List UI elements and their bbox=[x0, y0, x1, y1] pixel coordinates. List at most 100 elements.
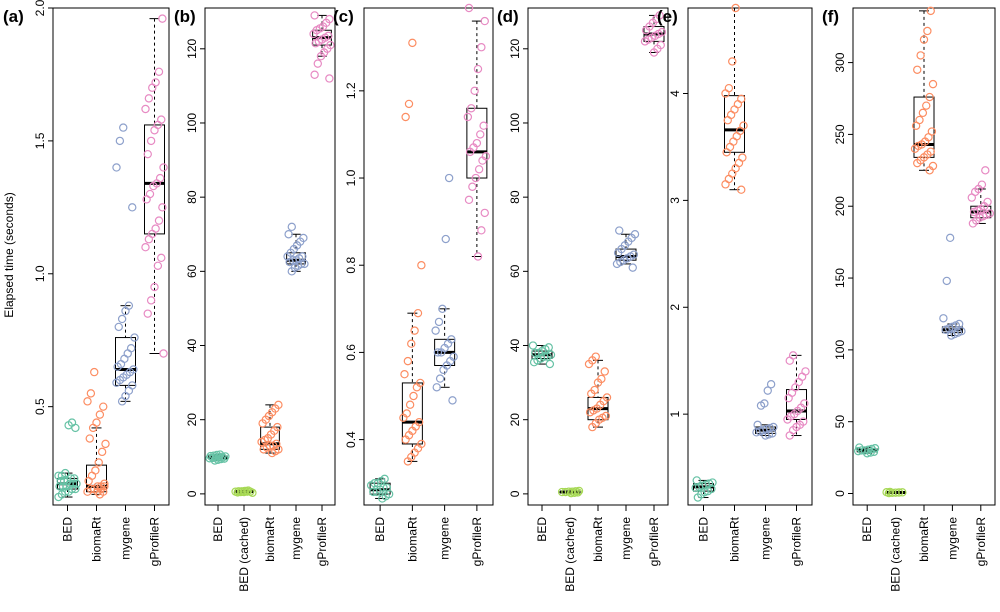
panel-2-gprofiler-point bbox=[325, 74, 334, 83]
panel-5-bed-point bbox=[692, 476, 701, 485]
panel-4-ytick-label: 20 bbox=[508, 413, 522, 427]
panel-4-bed-point bbox=[545, 359, 555, 369]
panel-4-gprofiler-point bbox=[656, 40, 665, 50]
panel-4-biomart-point bbox=[602, 393, 612, 402]
panel-3-frame bbox=[363, 7, 494, 506]
panel-1-biomart-point bbox=[95, 410, 105, 419]
panel-5-category-gprofiler: gProfileR bbox=[790, 517, 804, 567]
panel-4-biomart-point bbox=[600, 367, 609, 376]
panel-1-mygene-point bbox=[128, 203, 137, 212]
panel-3-category-biomart: biomaRt bbox=[405, 516, 419, 561]
panel-5-category-bed: BED bbox=[697, 517, 711, 542]
panel-3-ytick-label: 1.2 bbox=[344, 82, 358, 99]
panel-1-mygene-point bbox=[128, 381, 137, 390]
panel-3-gprofiler-point bbox=[476, 130, 485, 139]
panel-6-gprofiler-point bbox=[983, 197, 992, 207]
panel-5-gprofiler-point bbox=[800, 399, 809, 408]
panel-1-biomart-point bbox=[101, 439, 110, 449]
panel-5-biomart-point bbox=[729, 137, 738, 146]
panel-2-biomart-point bbox=[274, 400, 283, 410]
panel-2-mygene-point bbox=[300, 259, 309, 269]
y-axis-label: Elapsed time (seconds) bbox=[2, 192, 16, 317]
panel-5-biomart-point bbox=[724, 83, 734, 93]
panel-3-biomart-point bbox=[417, 261, 426, 270]
panel-1-gprofiler-point bbox=[151, 224, 160, 233]
panel-6-biomart-point bbox=[928, 161, 938, 171]
panel-5-biomart-point bbox=[732, 132, 741, 141]
panel-1-gprofiler-point bbox=[141, 242, 150, 252]
panel-1-gprofiler-point bbox=[141, 104, 150, 114]
panel-5-ytick-label: 1 bbox=[668, 410, 682, 417]
panel-3-biomart-point bbox=[408, 38, 417, 48]
panel-3-ytick-label: 0.6 bbox=[344, 344, 358, 361]
panel-4-category-gprofiler: gProfileR bbox=[647, 517, 661, 567]
panel-6-bed-cached-point bbox=[898, 488, 907, 497]
panel-5-mygene-point bbox=[768, 429, 777, 438]
panel-1-gprofiler-point bbox=[154, 67, 164, 76]
panel-4-bed-point bbox=[546, 350, 556, 359]
panel-3-category-gprofiler: gProfileR bbox=[470, 517, 484, 567]
panel-4-biomart-point bbox=[597, 374, 606, 384]
panel-1-gprofiler-point bbox=[148, 83, 157, 92]
panel-1-gprofiler-point bbox=[153, 261, 163, 271]
panel-6-biomart-point bbox=[916, 51, 925, 60]
panel-3-gprofiler-point bbox=[464, 3, 474, 13]
panel-1-gprofiler-point bbox=[159, 349, 168, 358]
panel-2-biomart-point bbox=[272, 439, 281, 449]
panel-3-biomart-point bbox=[414, 417, 424, 427]
panel-3-category-bed: BED bbox=[373, 517, 387, 542]
panel-2-mygene-point bbox=[284, 230, 293, 239]
panel-3-biomart-box bbox=[401, 382, 423, 445]
panel-1-gprofiler-point bbox=[146, 136, 156, 146]
panel-3-category-mygene: mygene bbox=[438, 517, 452, 560]
panel-5-biomart-point bbox=[739, 121, 748, 130]
panel-1-gprofiler-point bbox=[154, 216, 164, 225]
panel-1-biomart-point bbox=[99, 402, 108, 411]
panel-2-bed-point bbox=[209, 451, 218, 460]
panel-1-gprofiler-point bbox=[146, 296, 156, 305]
panel-4-mygene-point bbox=[628, 263, 637, 272]
panel-1-mygene-point bbox=[124, 301, 134, 310]
panel-3-gprofiler-point bbox=[477, 43, 486, 52]
panel-1-category-gprofiler: gProfileR bbox=[148, 517, 162, 567]
panel-6-ytick-label: 200 bbox=[833, 196, 847, 216]
panel-3-ytick-label: 0.4 bbox=[344, 431, 358, 448]
panel-3-gprofiler-point bbox=[468, 182, 477, 191]
panel-5-label: (e) bbox=[657, 7, 678, 26]
panel-3-biomart-point bbox=[404, 99, 414, 109]
panel-2-category-bed: BED bbox=[211, 517, 225, 542]
panel-1-category-mygene: mygene bbox=[119, 517, 133, 560]
panel-2-mygene-point bbox=[287, 222, 296, 232]
panel-1-biomart-point bbox=[94, 458, 103, 467]
panel-2-mygene-point bbox=[298, 252, 307, 261]
panel-2-bed-cached-point bbox=[237, 487, 247, 496]
panel-1-label: (a) bbox=[3, 7, 24, 26]
panel-5-biomart-box bbox=[724, 95, 745, 153]
panel-1-mygene-point bbox=[115, 136, 125, 146]
panel-3-biomart-point bbox=[401, 112, 410, 122]
panel-2-category-biomart: biomaRt bbox=[263, 516, 277, 561]
panel-6-bed-cached-point bbox=[894, 488, 904, 497]
panel-4-ytick-label: 100 bbox=[508, 113, 522, 133]
panel-5-frame bbox=[687, 7, 813, 506]
panel-2-ytick-label: 100 bbox=[185, 113, 199, 133]
panel-1-frame bbox=[52, 7, 170, 506]
panel-2-bed-point bbox=[212, 450, 222, 460]
panel-3-label: (c) bbox=[333, 7, 354, 26]
panel-3-gprofiler-point bbox=[470, 86, 479, 96]
panel-1-mygene-point bbox=[120, 354, 129, 364]
panel-6-category-bed: BED bbox=[860, 517, 874, 542]
panel-5-biomart-point bbox=[724, 174, 734, 184]
panel-1-mygene-point bbox=[129, 365, 138, 374]
panel-1-biomart-point bbox=[87, 471, 97, 480]
panel-4-bed-cached-point bbox=[574, 486, 584, 496]
panel-1-gprofiler-point bbox=[151, 78, 160, 87]
panel-6-mygene-point bbox=[957, 326, 966, 336]
panel-5-gprofiler-point bbox=[787, 388, 797, 397]
panel-1-mygene-point bbox=[130, 333, 139, 342]
panel-6-biomart-point bbox=[923, 26, 932, 36]
panel-5-mygene-point bbox=[753, 420, 762, 430]
panel-5-gprofiler-point bbox=[799, 417, 808, 426]
panel-6-ytick-label: 50 bbox=[833, 415, 847, 429]
panel-1-gprofiler-point bbox=[150, 282, 159, 292]
